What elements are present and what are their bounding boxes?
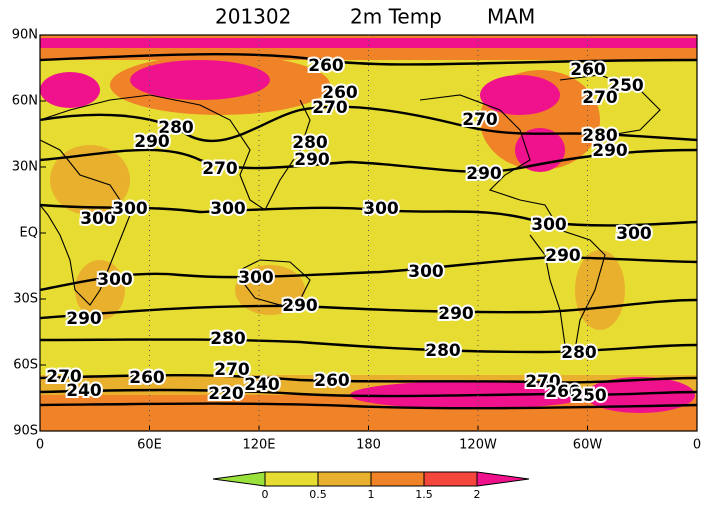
contour-label: 240: [66, 381, 102, 401]
contour-label: 300: [408, 262, 444, 282]
contour-label: 260: [308, 56, 344, 76]
title-date: 201302: [215, 5, 291, 29]
contour-label: 270: [312, 98, 348, 118]
colorbar-box: [317, 471, 372, 487]
contour-label: 280: [582, 126, 618, 146]
contour-label: 300: [531, 215, 567, 235]
y-tick-label: 30N: [12, 160, 38, 175]
colorbar-tick-label: 1: [368, 488, 375, 501]
axes: 0 60E 120E 180 120W 60W 0 90N 60N 30N EQ 30S 60S 90S: [12, 28, 701, 453]
contour-label: 260: [570, 60, 606, 80]
x-tick-label: 120E: [242, 438, 275, 453]
x-tick-label: 120W: [459, 438, 497, 453]
contour-label: 280: [425, 341, 461, 361]
title-variable: 2m Temp: [350, 5, 442, 29]
contour-label: 270: [462, 110, 498, 130]
contour-label: 290: [592, 141, 628, 161]
colorbar-low: [212, 471, 266, 487]
colorbar-tick-label: 1.5: [415, 488, 433, 501]
contour-label: 300: [363, 199, 399, 219]
contour-label: 220: [208, 384, 244, 404]
contour-label: 280: [158, 118, 194, 138]
contour-label: 270: [46, 367, 82, 387]
contour-label: 290: [66, 309, 102, 329]
contour-label: 270: [214, 360, 250, 380]
y-tick-label: 60N: [12, 94, 38, 109]
colorbar-tick-label: 2: [474, 488, 481, 501]
contour-label: 270: [525, 372, 561, 392]
contour-label: 290: [545, 246, 581, 266]
contour-label: 290: [438, 304, 474, 324]
contour-label: 300: [112, 199, 148, 219]
contour-label: 290: [134, 132, 170, 152]
contour-label: 260: [545, 382, 581, 402]
x-tick-label: 60W: [573, 438, 603, 453]
contour-label: 280: [210, 329, 246, 349]
contour-label: 290: [466, 164, 502, 184]
y-tick-label: EQ: [20, 226, 38, 241]
contour-label: 260: [129, 368, 165, 388]
x-tick-label: 0: [693, 438, 701, 453]
title-season: MAM: [487, 5, 535, 29]
contour-label: 300: [97, 270, 133, 290]
y-tick-label: 60S: [13, 358, 38, 373]
contour-label: 250: [571, 386, 607, 406]
y-tick-label: 90S: [13, 424, 38, 439]
contour-label: 240: [244, 375, 280, 395]
contour-label: 260: [322, 83, 358, 103]
colorbar-tick-label: 0: [262, 488, 269, 501]
x-tick-label: 60E: [137, 438, 162, 453]
contour-label: 260: [314, 371, 350, 391]
contour-label: 270: [582, 88, 618, 108]
contour-label: 300: [80, 209, 116, 229]
contour-label: 300: [210, 199, 246, 219]
y-tick-label: 90N: [12, 28, 38, 43]
contour-label: 300: [238, 268, 274, 288]
colorbar-high: [476, 471, 530, 487]
contour-label: 280: [292, 133, 328, 153]
x-tick-label: 0: [36, 438, 44, 453]
y-tick-label: 30S: [13, 292, 38, 307]
colorbar-box: [370, 471, 425, 487]
contour-label: 290: [282, 296, 318, 316]
contours: [40, 53, 697, 410]
contour-label: 290: [294, 150, 330, 170]
x-tick-label: 180: [356, 438, 381, 453]
contour-label: 270: [202, 159, 238, 179]
contour-label: 280: [561, 343, 597, 363]
colorbar-tick-label: 0.5: [309, 488, 327, 501]
contour-label: 250: [608, 76, 644, 96]
colorbar: 0 0.5 1 1.5 2: [212, 471, 530, 501]
colorbar-box: [423, 471, 478, 487]
colorbar-box: [264, 471, 319, 487]
contour-label: 300: [616, 224, 652, 244]
